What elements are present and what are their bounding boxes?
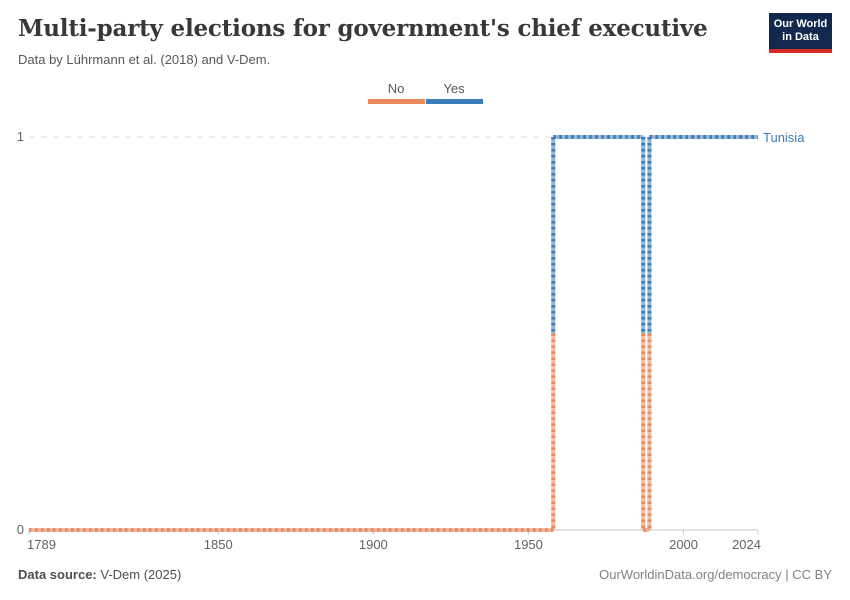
owid-logo[interactable]: Our World in Data (769, 13, 832, 53)
x-tick-label: 1900 (358, 537, 388, 552)
data-source: Data source: V-Dem (2025) (18, 567, 181, 582)
legend-color-bar (425, 99, 483, 104)
chart-footer: Data source: V-Dem (2025) OurWorldinData… (18, 567, 832, 582)
legend-label: No (387, 81, 405, 96)
legend-item-no[interactable]: No (367, 81, 425, 104)
data-source-value: V-Dem (2025) (96, 567, 182, 582)
y-tick-label: 0 (16, 522, 24, 537)
y-tick-label: 1 (16, 129, 24, 144)
legend-item-yes[interactable]: Yes (425, 81, 483, 104)
data-source-label: Data source: (18, 567, 97, 582)
page-title: Multi-party elections for government's c… (18, 15, 708, 42)
legend-color-bar (367, 99, 425, 104)
chart-legend: No Yes (0, 81, 850, 104)
credit-link[interactable]: OurWorldinData.org/democracy | CC BY (599, 567, 832, 582)
x-tick-label: 2024 (732, 537, 761, 552)
owid-logo-line1: Our World (773, 18, 828, 30)
x-tick-label: 1950 (513, 537, 543, 552)
x-tick-label: 1850 (203, 537, 233, 552)
x-tick-label: 2000 (669, 537, 699, 552)
chart-subtitle: Data by Lührmann et al. (2018) and V-Dem… (18, 52, 271, 67)
owid-logo-line2: in Data (782, 31, 819, 43)
x-tick-label: 1789 (27, 537, 56, 552)
series-label-tunisia[interactable]: Tunisia (763, 130, 805, 145)
legend-label: Yes (443, 81, 465, 96)
